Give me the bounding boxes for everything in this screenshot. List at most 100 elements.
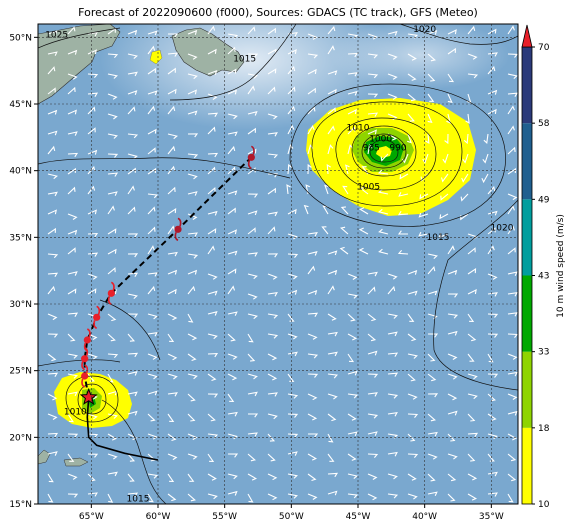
- wind-barb: [387, 133, 398, 141]
- wind-barb: [347, 109, 357, 115]
- wind-barb: [387, 285, 396, 295]
- wind-barb: [67, 152, 79, 158]
- wind-barb: [407, 373, 416, 382]
- wind-barb: [487, 52, 498, 57]
- wind-barb: [107, 471, 118, 477]
- isobar-label: 1000: [369, 134, 392, 144]
- wind-barb: [507, 410, 518, 416]
- wind-barb: [247, 167, 256, 175]
- wind-barb: [427, 53, 436, 62]
- wind-barb: [367, 313, 377, 322]
- wind-barb: [327, 393, 338, 400]
- wind-barb: [487, 185, 496, 195]
- colorbar-band: [522, 275, 532, 352]
- wind-barb: [427, 333, 439, 338]
- wind-barb: [167, 225, 176, 235]
- hurricane-symbol-arm: [86, 328, 91, 338]
- wind-barb: [467, 53, 478, 60]
- wind-barb: [347, 126, 356, 135]
- wind-barb: [427, 431, 438, 437]
- wind-barb: [387, 473, 398, 480]
- wind-barb: [367, 143, 373, 155]
- wind-barb: [207, 152, 219, 158]
- wind-barb: [247, 373, 258, 380]
- wind-barb: [439, 213, 449, 220]
- calm-haze-east: [330, 24, 510, 90]
- wind-barb: [507, 453, 517, 462]
- wind-barb: [380, 153, 389, 162]
- wind-barb: [227, 113, 238, 120]
- wind-barb: [47, 393, 58, 401]
- wind-barb: [227, 373, 238, 381]
- lat-tick-label: 30°N: [9, 300, 32, 310]
- wind-barb: [467, 289, 477, 295]
- wind-barb: [107, 133, 118, 139]
- hurricane-symbol: [247, 145, 255, 170]
- wind-barb: [87, 49, 97, 55]
- wind-barb: [307, 290, 318, 295]
- wind-barb: [487, 65, 496, 75]
- wind-barb: [327, 125, 336, 135]
- wind-barb: [107, 205, 115, 215]
- wind-barb: [107, 433, 118, 441]
- isobar-label: 1010: [64, 408, 87, 418]
- wind-shading-core: [376, 146, 392, 158]
- hurricane-symbol-eye: [174, 225, 182, 233]
- wind-barb: [487, 227, 496, 235]
- wind-barb: [187, 285, 196, 295]
- colorbar-tick-label: 49: [538, 195, 550, 205]
- wind-barb: [447, 93, 453, 103]
- wind-barb: [447, 47, 456, 55]
- wind-barb: [447, 73, 455, 83]
- wind-barb: [387, 393, 399, 399]
- wind-barb: [267, 291, 278, 297]
- wind-barb: [127, 233, 139, 238]
- wind-barb: [487, 492, 498, 497]
- wind-barb: [367, 373, 379, 378]
- wind-barb: [407, 113, 415, 122]
- wind-barb: [267, 86, 276, 95]
- wind-barb: [440, 193, 449, 201]
- wind-barb: [127, 492, 139, 497]
- colorbar-tick-label: 18: [538, 424, 550, 434]
- wind-barb: [67, 473, 78, 480]
- wind-barb: [187, 153, 199, 159]
- wind-barb: [107, 191, 118, 196]
- wind-barb: [447, 330, 458, 336]
- wind-barb: [447, 269, 458, 275]
- wind-barb: [327, 351, 338, 357]
- wind-barb: [167, 413, 175, 422]
- wind-barb: [387, 493, 399, 499]
- wind-barb: [418, 212, 429, 218]
- wind-barb: [487, 353, 494, 363]
- wind-barb: [287, 313, 295, 322]
- wind-barb: [327, 88, 337, 95]
- wind-barb: [127, 71, 138, 77]
- wind-barb: [427, 30, 438, 35]
- wind-barb: [207, 453, 215, 462]
- wind-barb: [187, 173, 198, 180]
- wind-barb: [287, 163, 293, 175]
- isobar-label: 985: [363, 144, 380, 154]
- lat-tick-label: 45°N: [9, 100, 32, 110]
- wind-barb: [340, 226, 349, 235]
- wind-barb: [327, 269, 338, 275]
- wind-barb: [47, 253, 59, 259]
- wind-barb: [507, 193, 518, 201]
- wind-barb: [187, 53, 198, 60]
- wind-barb: [465, 113, 470, 124]
- wind-barb: [127, 410, 138, 416]
- wind-barb: [327, 453, 335, 462]
- wind-barb: [347, 273, 358, 280]
- wind-barb: [47, 109, 58, 115]
- hurricane-symbol-eye: [81, 355, 89, 363]
- lat-tick-label: 35°N: [9, 233, 32, 243]
- hurricane-symbol-eye: [81, 372, 89, 380]
- wind-barb: [47, 227, 56, 235]
- wind-barb: [267, 373, 278, 381]
- wind-barb: [67, 213, 78, 220]
- wind-barb: [127, 185, 135, 195]
- wind-barb: [47, 51, 58, 56]
- wind-barb: [287, 233, 298, 240]
- map-title: Forecast of 2022090600 (f000), Sources: …: [78, 6, 478, 19]
